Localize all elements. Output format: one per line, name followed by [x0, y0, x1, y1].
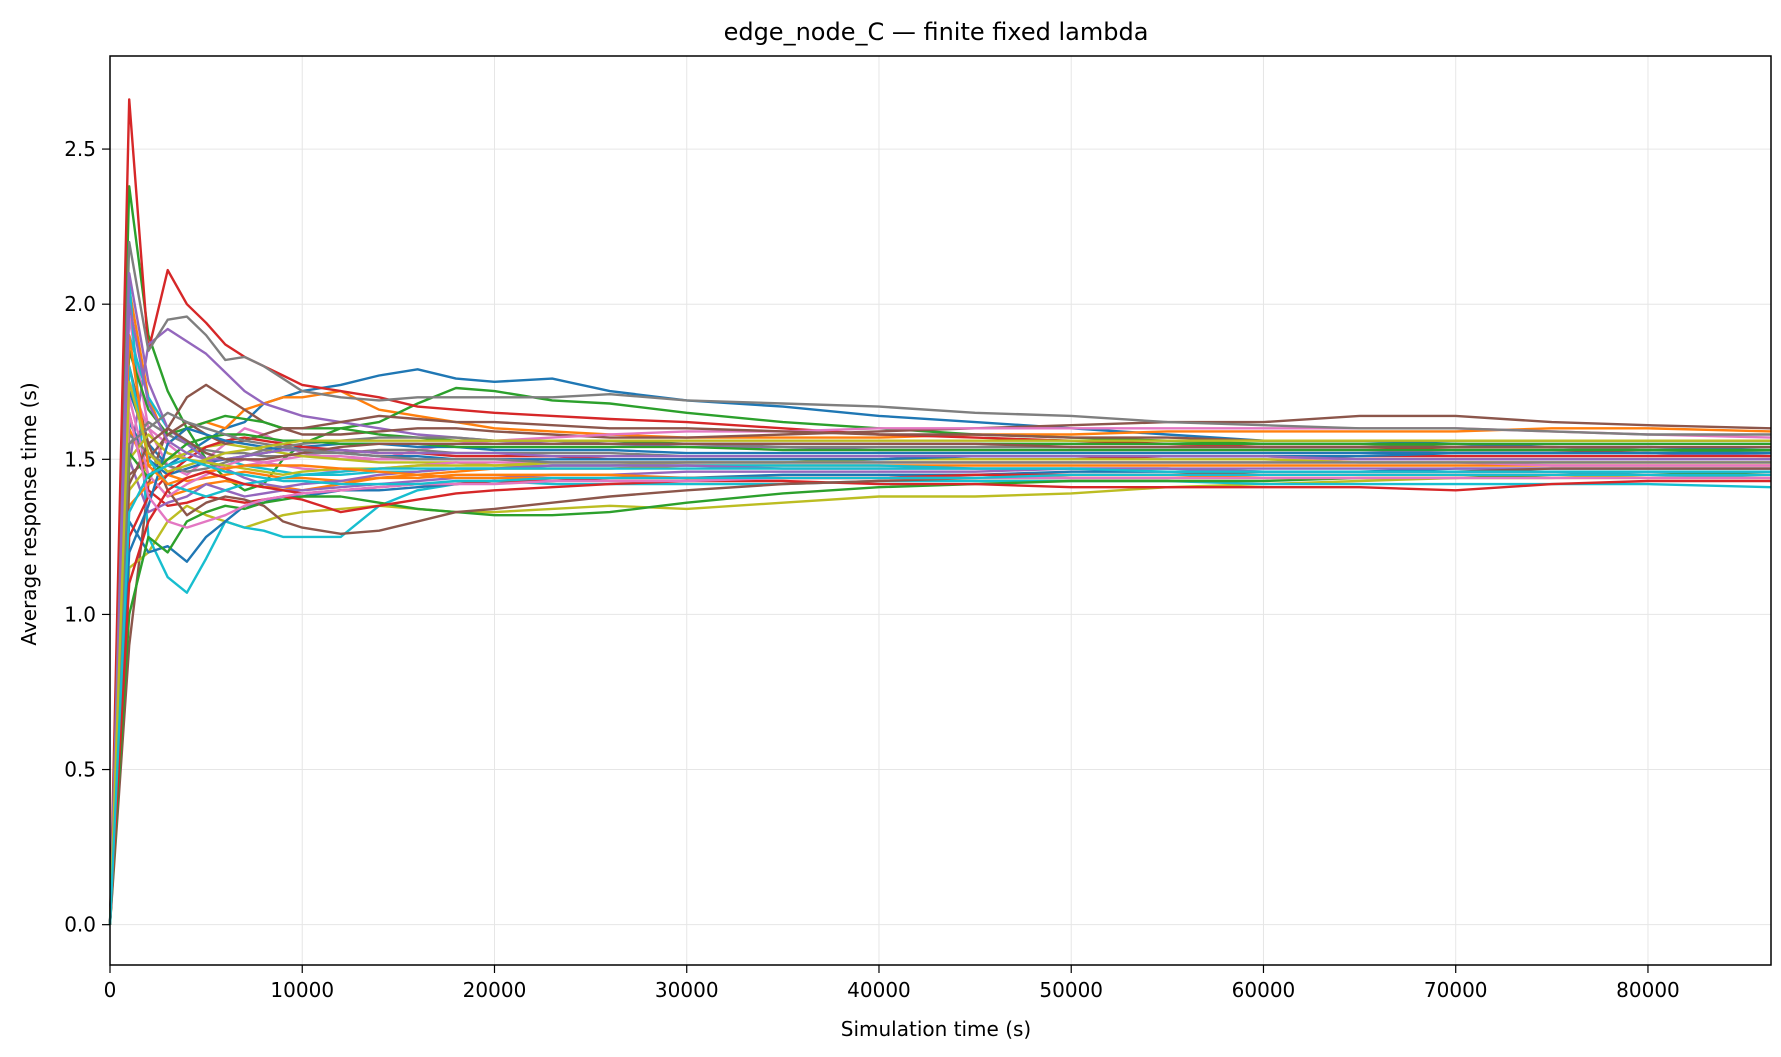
x-tick-label: 60000: [1232, 978, 1296, 1002]
y-tick-label: 2.5: [64, 137, 96, 161]
y-axis: 0.0 0.5 1.0 1.5 2.0 2.5: [64, 137, 110, 937]
series-group: [108, 98, 1772, 925]
y-tick-label: 1.5: [64, 447, 96, 471]
x-tick-label: 20000: [463, 978, 527, 1002]
x-axis: 0 10000 20000 30000 40000 50000 60000 70000 8000…: [104, 965, 1680, 1002]
y-axis-label: Average response time (s): [17, 382, 41, 645]
y-tick-label: 0.0: [64, 913, 96, 937]
x-tick-label: 70000: [1424, 978, 1488, 1002]
y-tick-label: 0.5: [64, 758, 96, 782]
y-tick-label: 1.0: [64, 602, 96, 626]
x-tick-label: 40000: [847, 978, 911, 1002]
series-line-35: [108, 303, 1771, 925]
series-line-33: [108, 433, 1771, 925]
series-line-30: [108, 365, 1771, 925]
series-line-14: [108, 411, 1771, 925]
series-line-36: [108, 427, 1771, 925]
y-tick-label: 2.0: [64, 292, 96, 316]
x-tick-label: 30000: [655, 978, 719, 1002]
plot-frame: [109, 55, 1772, 966]
series-line-29: [108, 433, 1771, 925]
x-tick-label: 10000: [270, 978, 334, 1002]
series-line-13: [108, 470, 1772, 925]
series-line-39: [108, 380, 1771, 925]
x-axis-label: Simulation time (s): [841, 1017, 1031, 1041]
series-line-37: [108, 411, 1771, 925]
series-line-40: [108, 458, 1771, 925]
series-line-6: [108, 383, 1772, 925]
series-line-38: [108, 411, 1771, 925]
x-tick-label: 50000: [1039, 978, 1103, 1002]
x-tick-label: 80000: [1616, 978, 1680, 1002]
x-tick-label: 0: [104, 978, 117, 1002]
chart-title: edge_node_C — finite fixed lambda: [724, 18, 1149, 46]
series-line-8: [108, 240, 1771, 925]
